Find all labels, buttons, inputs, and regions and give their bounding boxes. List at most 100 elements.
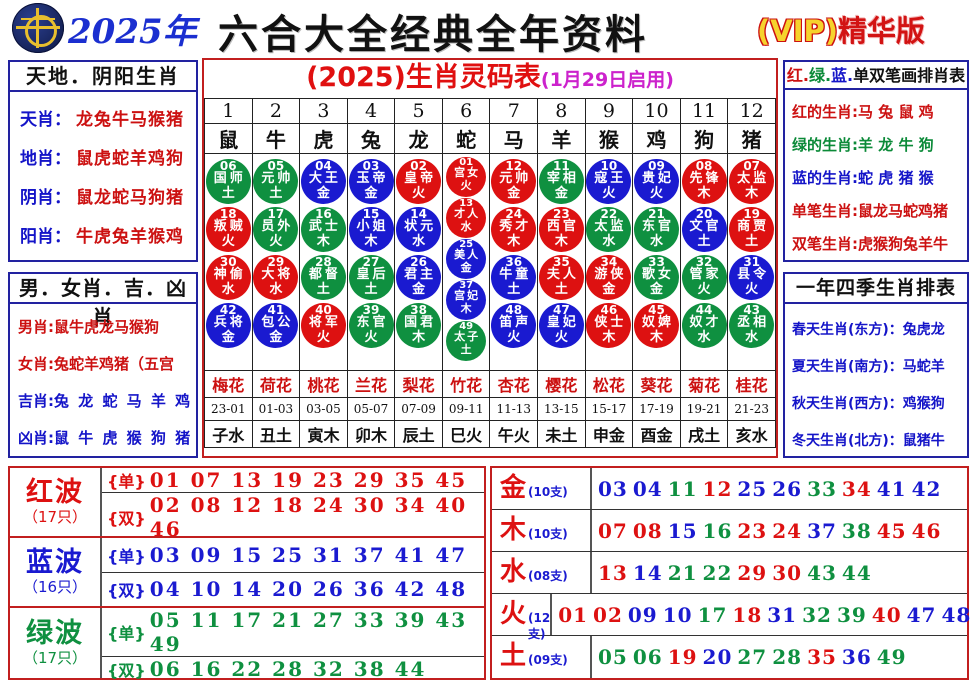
- column-number: 6: [441, 98, 491, 124]
- code-badge[interactable]: 34 游侠金: [586, 255, 632, 300]
- element-number: 40: [871, 602, 902, 627]
- badge-number: 44: [695, 303, 713, 317]
- code-badge[interactable]: 42 兵将金: [205, 303, 251, 348]
- code-badge[interactable]: 28 都督土: [300, 255, 346, 300]
- element-number: 26: [772, 476, 803, 501]
- code-badge[interactable]: 41 包公金: [253, 303, 299, 348]
- code-badge[interactable]: 06 国师土: [205, 159, 251, 204]
- code-badge[interactable]: 31 县令火: [729, 255, 775, 300]
- column-stem: 丑土: [251, 420, 301, 448]
- code-badge[interactable]: 23 西官木: [538, 207, 584, 252]
- code-badge[interactable]: 18 叛贼火: [205, 207, 251, 252]
- code-badge[interactable]: 32 管家火: [681, 255, 727, 300]
- code-badge[interactable]: 25 美人金: [446, 239, 487, 279]
- column-stem: 戌土: [679, 420, 729, 448]
- code-badge[interactable]: 09 贵妃火: [633, 159, 679, 204]
- code-badge[interactable]: 04 大王金: [300, 159, 346, 204]
- list-item: 红的生肖: 马 兔 鼠 鸡: [785, 95, 967, 128]
- code-badge[interactable]: 33 歌女金: [633, 255, 679, 300]
- code-badge[interactable]: 20 文官土: [681, 207, 727, 252]
- code-badge[interactable]: 02 皇帝火: [396, 159, 442, 204]
- code-badge[interactable]: 01 宫女火: [446, 157, 487, 197]
- badge-element: 金: [412, 282, 426, 297]
- code-badge[interactable]: 36 牛童土: [491, 255, 537, 300]
- badge-stack: 08 先锋木 20 文官土 32 管家火 44 奴才水: [681, 156, 728, 348]
- badge-title: 大王: [308, 171, 341, 186]
- code-badge[interactable]: 17 员外火: [253, 207, 299, 252]
- badge-title: 文官: [689, 219, 722, 234]
- code-badge[interactable]: 05 元帅土: [253, 159, 299, 204]
- code-badge[interactable]: 22 太监水: [586, 207, 632, 252]
- badge-number: 29: [267, 255, 285, 269]
- column-animal: 蛇: [441, 123, 491, 154]
- code-badge[interactable]: 16 武士木: [300, 207, 346, 252]
- badge-element: 土: [316, 282, 330, 297]
- code-badge[interactable]: 47 皇妃火: [538, 303, 584, 348]
- code-badge[interactable]: 43 丞相水: [729, 303, 775, 348]
- badge-number: 27: [362, 255, 380, 269]
- code-badge[interactable]: 10 寇王火: [586, 159, 632, 204]
- badge-element: 金: [316, 186, 330, 201]
- badge-number: 23: [552, 207, 570, 221]
- code-badge[interactable]: 26 君主金: [396, 255, 442, 300]
- badge-element: 木: [649, 330, 663, 345]
- badge-title: 兵将: [213, 315, 246, 330]
- element-label: 水: [500, 557, 527, 587]
- row-value: 马 兔 鼠 鸡: [858, 103, 934, 121]
- badge-element: 水: [649, 234, 663, 249]
- element-number: 03: [598, 476, 628, 501]
- list-item: 绿的生肖: 羊 龙 牛 狗: [785, 128, 967, 161]
- code-badge[interactable]: 07 太监木: [729, 159, 775, 204]
- code-badge[interactable]: 40 将军火: [300, 303, 346, 348]
- code-badge[interactable]: 46 侠士木: [586, 303, 632, 348]
- code-badge[interactable]: 39 东官火: [348, 303, 394, 348]
- code-badge[interactable]: 49 太子土: [446, 321, 487, 361]
- heading-part-red: 红.: [786, 66, 809, 85]
- badge-number: 07: [743, 159, 761, 173]
- zodiac-code-table: (2025)生肖灵码表(1月29日启用) 1 2 3 4 5 6 7 8 9 10 11 12 鼠牛虎…: [202, 58, 778, 458]
- code-badge[interactable]: 30 神偷水: [205, 255, 251, 300]
- code-badge[interactable]: 37 宫妃木: [446, 280, 487, 320]
- code-badge[interactable]: 21 东官水: [633, 207, 679, 252]
- code-badge[interactable]: 19 商贾土: [729, 207, 775, 252]
- code-badge[interactable]: 45 奴婢木: [633, 303, 679, 348]
- badge-column: 02 皇帝火 14 状元水 26 君主金 38 国君木: [394, 153, 443, 371]
- badge-number: 05: [267, 159, 285, 173]
- code-badge[interactable]: 24 秀才木: [491, 207, 537, 252]
- panel-heading: 红.绿.蓝.单双笔画排肖表: [783, 60, 969, 90]
- code-badge[interactable]: 44 奴才水: [681, 303, 727, 348]
- element-name-cell: 水 (08支): [492, 552, 592, 593]
- element-count: (10支): [528, 485, 568, 499]
- code-badge[interactable]: 38 国君木: [396, 303, 442, 348]
- badge-element: 木: [602, 330, 616, 345]
- badge-element: 火: [554, 330, 568, 345]
- wave-number-line: {双} 02 08 12 18 24 30 34 40 46: [102, 493, 484, 541]
- element-number: 27: [737, 645, 768, 669]
- badge-column: 06 国师土 18 叛贼火 30 神偷水 42 兵将金: [204, 153, 253, 371]
- code-badge[interactable]: 14 状元水: [396, 207, 442, 252]
- code-badge[interactable]: 48 笛声火: [491, 303, 537, 348]
- badge-number: 21: [648, 207, 665, 221]
- element-label: 土: [500, 641, 527, 671]
- wave-name-cell: 蓝波 （16只）: [10, 538, 102, 606]
- code-badge[interactable]: 15 小姐木: [348, 207, 394, 252]
- element-number: 39: [836, 602, 867, 627]
- panel-body: 男肖: 鼠牛虎龙马猴狗 女肖: 兔蛇羊鸡猪（五宫 吉肖: 兔 龙 蛇 马 羊 鸡…: [8, 304, 198, 458]
- badge-element: 金: [554, 186, 568, 201]
- element-number: 22: [702, 560, 733, 585]
- badge-title: 国师: [213, 171, 246, 186]
- badge-title: 宫妃: [454, 289, 481, 302]
- code-badge[interactable]: 35 夫人土: [538, 255, 584, 300]
- code-badge[interactable]: 03 玉帝金: [348, 159, 394, 204]
- code-badge[interactable]: 27 皇后土: [348, 255, 394, 300]
- column-number: 4: [346, 98, 396, 124]
- code-badge[interactable]: 29 大将水: [253, 255, 299, 300]
- parity-label: {单}: [107, 472, 146, 491]
- badge-element: 土: [269, 186, 283, 201]
- code-badge[interactable]: 13 才人水: [446, 198, 487, 238]
- code-badge[interactable]: 08 先锋木: [681, 159, 727, 204]
- code-badge[interactable]: 12 元帅金: [491, 159, 537, 204]
- row-value: 虎猴狗兔羊牛: [858, 235, 949, 253]
- code-badge[interactable]: 11 宰相金: [538, 159, 584, 204]
- badge-element: 木: [507, 234, 521, 249]
